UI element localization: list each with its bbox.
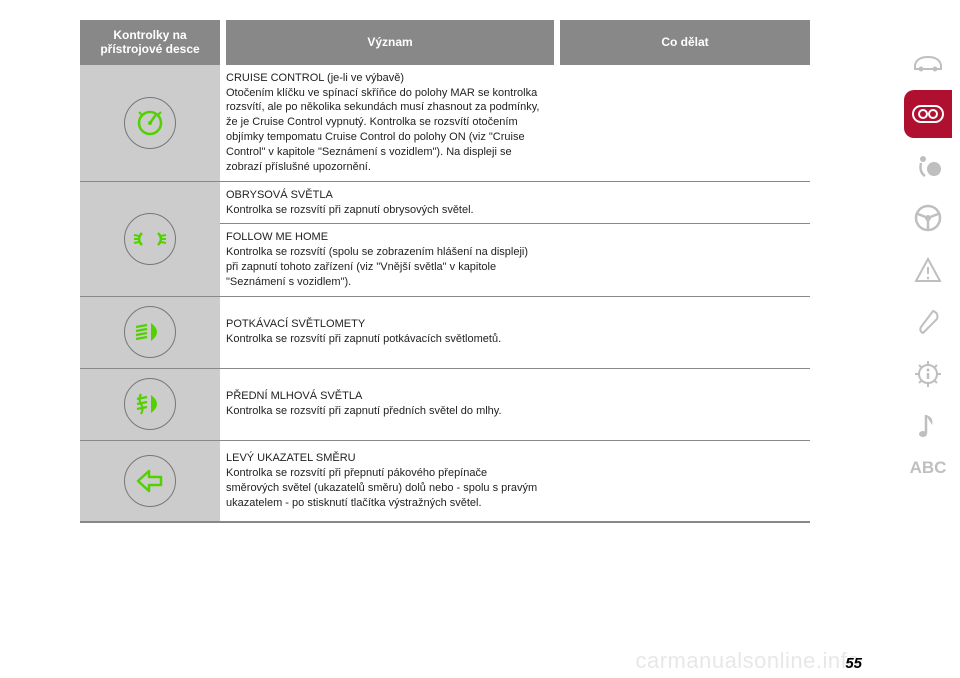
tab-airbag-icon[interactable] (904, 142, 952, 190)
header-action: Co dělat (560, 20, 810, 65)
tab-music-icon[interactable] (904, 402, 952, 450)
meaning-cell: POTKÁVACÍ SVĚTLOMETY Kontrolka se rozsví… (226, 296, 554, 368)
action-cell (560, 65, 810, 181)
table-row: LEVÝ UKAZATEL SMĚRU Kontrolka se rozsvít… (80, 440, 810, 522)
row-title: OBRYSOVÁ SVĚTLA (226, 188, 542, 203)
row-title: CRUISE CONTROL (je-li ve výbavě) (226, 71, 542, 86)
row-title: FOLLOW ME HOME (226, 230, 542, 245)
tab-warning-icon[interactable] (904, 246, 952, 294)
sidelights-icon (124, 213, 176, 265)
row-body: Kontrolka se rozsvítí při zapnutí obryso… (226, 204, 474, 216)
manual-page-content: Kontrolky na přístrojové desce Význam Co… (0, 0, 870, 523)
indicator-cell (80, 65, 220, 181)
row-title: LEVÝ UKAZATEL SMĚRU (226, 451, 542, 466)
table-row: PŘEDNÍ MLHOVÁ SVĚTLA Kontrolka se rozsví… (80, 368, 810, 440)
watermark-text: carmanualsonline.info (635, 648, 860, 674)
tab-abc-label[interactable]: ABC (910, 458, 947, 478)
row-body: Kontrolka se rozsvítí při zapnutí přední… (226, 405, 502, 417)
left-turn-icon (124, 455, 176, 507)
row-body: Kontrolka se rozsvítí (spolu se zobrazen… (226, 246, 528, 288)
tab-dashboard-icon[interactable] (904, 90, 952, 138)
action-cell (560, 440, 810, 522)
action-cell (560, 296, 810, 368)
indicator-table: Kontrolky na přístrojové desce Význam Co… (80, 20, 810, 523)
action-cell (560, 224, 810, 296)
table-header-row: Kontrolky na přístrojové desce Význam Co… (80, 20, 810, 65)
tab-info-gear-icon[interactable] (904, 350, 952, 398)
row-body: Otočením klíčku ve spínací skříňce do po… (226, 87, 539, 173)
meaning-cell: FOLLOW ME HOME Kontrolka se rozsvítí (sp… (226, 224, 554, 296)
action-cell (560, 368, 810, 440)
header-meaning: Význam (226, 20, 554, 65)
row-body: Kontrolka se rozsvítí při přepnutí pákov… (226, 467, 537, 509)
indicator-cell (80, 368, 220, 440)
meaning-cell: PŘEDNÍ MLHOVÁ SVĚTLA Kontrolka se rozsví… (226, 368, 554, 440)
tab-wrench-icon[interactable] (904, 298, 952, 346)
table-row: CRUISE CONTROL (je-li ve výbavě) Otočení… (80, 65, 810, 181)
indicator-cell (80, 440, 220, 522)
tab-car-icon[interactable] (904, 38, 952, 86)
table-row: POTKÁVACÍ SVĚTLOMETY Kontrolka se rozsví… (80, 296, 810, 368)
row-body: Kontrolka se rozsvítí při zapnutí potkáv… (226, 333, 501, 345)
row-title: PŘEDNÍ MLHOVÁ SVĚTLA (226, 389, 542, 404)
section-tabs: ABC (896, 0, 960, 678)
row-title: POTKÁVACÍ SVĚTLOMETY (226, 317, 542, 332)
indicator-cell (80, 296, 220, 368)
tab-steering-icon[interactable] (904, 194, 952, 242)
meaning-cell: LEVÝ UKAZATEL SMĚRU Kontrolka se rozsvít… (226, 440, 554, 522)
front-fog-icon (124, 378, 176, 430)
header-indicator: Kontrolky na přístrojové desce (80, 20, 220, 65)
low-beam-icon (124, 306, 176, 358)
meaning-cell: CRUISE CONTROL (je-li ve výbavě) Otočení… (226, 65, 554, 181)
cruise-control-icon (124, 97, 176, 149)
page-number: 55 (845, 655, 862, 672)
meaning-cell: OBRYSOVÁ SVĚTLA Kontrolka se rozsvítí př… (226, 181, 554, 224)
table-row: OBRYSOVÁ SVĚTLA Kontrolka se rozsvítí př… (80, 181, 810, 224)
action-cell (560, 181, 810, 224)
indicator-cell (80, 181, 220, 296)
